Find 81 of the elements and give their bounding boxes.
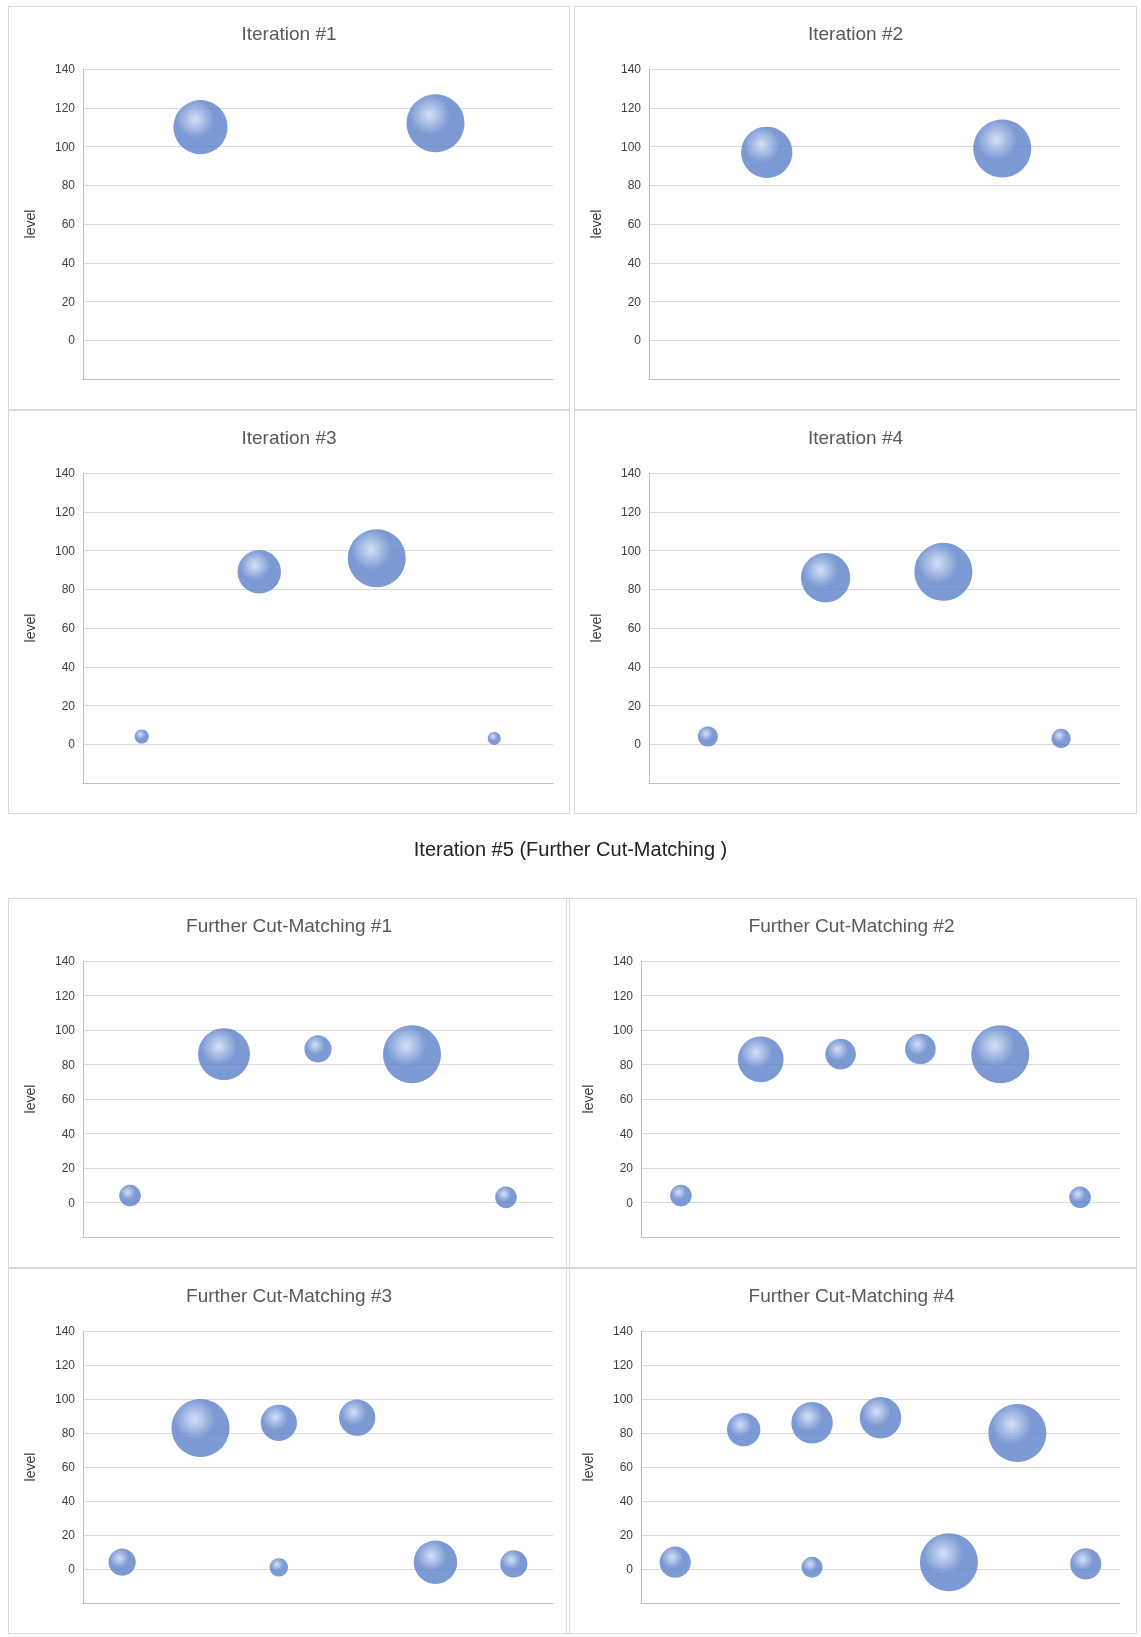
- y-tick-label: 140: [612, 1324, 634, 1338]
- y-tick-label: 140: [54, 466, 76, 480]
- y-tick-label: 140: [620, 62, 642, 76]
- y-tick-label: 20: [61, 1528, 76, 1542]
- y-tick-label: 40: [619, 1126, 634, 1141]
- y-tick-label: 20: [61, 294, 76, 309]
- y-tick-label: 60: [627, 217, 642, 231]
- y-tick-label: 80: [61, 178, 76, 193]
- y-axis-title: level: [580, 1084, 596, 1114]
- y-tick-label: 40: [61, 1494, 76, 1508]
- y-tick-label: 80: [61, 1057, 76, 1072]
- y-tick-label: 60: [627, 621, 642, 635]
- y-tick-label: 80: [619, 1057, 634, 1072]
- y-tick-label: 60: [619, 1460, 634, 1474]
- y-tick-label: 140: [54, 62, 76, 76]
- chart-title: Iteration #2: [807, 23, 904, 44]
- y-tick-label: 100: [620, 139, 642, 154]
- y-tick-label: 20: [61, 698, 76, 713]
- y-axis-title: level: [22, 1452, 38, 1482]
- y-tick-label: 0: [68, 737, 76, 752]
- chart-title: Further Cut-Matching #2: [748, 915, 955, 936]
- y-tick-label: 60: [61, 1460, 76, 1474]
- y-tick-label: 0: [68, 333, 76, 348]
- y-tick-label: 40: [61, 659, 76, 674]
- y-tick-label: 0: [68, 1562, 76, 1576]
- y-tick-label: 20: [619, 1528, 634, 1542]
- y-tick-label: 100: [612, 1023, 634, 1037]
- y-tick-label: 100: [612, 1392, 634, 1406]
- y-tick-label: 80: [627, 178, 642, 193]
- y-tick-label: 0: [634, 737, 642, 752]
- y-tick-label: 0: [634, 333, 642, 348]
- y-tick-label: 80: [627, 582, 642, 597]
- y-tick-label: 0: [68, 1195, 76, 1210]
- y-tick-label: 20: [627, 698, 642, 713]
- y-tick-label: 120: [54, 100, 76, 115]
- y-tick-label: 140: [54, 1324, 76, 1338]
- y-tick-label: 40: [627, 255, 642, 270]
- y-tick-label: 80: [61, 1426, 76, 1440]
- y-tick-label: 80: [619, 1426, 634, 1440]
- y-tick-label: 20: [627, 294, 642, 309]
- y-tick-label: 140: [54, 954, 76, 968]
- y-tick-label: 100: [54, 139, 76, 154]
- y-tick-label: 140: [612, 954, 634, 968]
- y-tick-label: 60: [61, 1092, 76, 1106]
- chart-title: Further Cut-Matching #4: [748, 1285, 955, 1306]
- y-tick-label: 0: [626, 1562, 634, 1576]
- y-tick-label: 120: [620, 504, 642, 519]
- y-axis-title: level: [588, 613, 604, 643]
- y-axis-title: level: [22, 209, 38, 239]
- chart-title: Iteration #4: [807, 427, 904, 448]
- y-tick-label: 120: [612, 988, 634, 1003]
- y-tick-label: 40: [61, 1126, 76, 1141]
- y-tick-label: 100: [620, 543, 642, 558]
- y-tick-label: 100: [54, 1023, 76, 1037]
- y-tick-label: 120: [620, 100, 642, 115]
- y-tick-label: 60: [61, 621, 76, 635]
- y-tick-label: 120: [54, 988, 76, 1003]
- y-tick-label: 20: [61, 1161, 76, 1175]
- y-axis-title: level: [22, 613, 38, 643]
- y-tick-label: 140: [620, 466, 642, 480]
- y-tick-label: 20: [619, 1161, 634, 1175]
- chart-title: Further Cut-Matching #1: [186, 915, 392, 936]
- y-tick-label: 120: [54, 1358, 76, 1372]
- y-tick-label: 40: [61, 255, 76, 270]
- y-tick-label: 100: [54, 1392, 76, 1406]
- y-tick-label: 60: [619, 1092, 634, 1106]
- chart-title: Iteration #1: [241, 23, 337, 44]
- y-tick-label: 120: [612, 1358, 634, 1372]
- y-tick-label: 100: [54, 543, 76, 558]
- y-tick-label: 120: [54, 504, 76, 519]
- y-tick-label: 60: [61, 217, 76, 231]
- y-tick-label: 40: [627, 659, 642, 674]
- y-tick-label: 80: [61, 582, 76, 597]
- y-tick-label: 40: [619, 1494, 634, 1508]
- chart-title: Iteration #3: [241, 427, 337, 448]
- y-axis-title: level: [588, 209, 604, 239]
- text: Iteration #5 (Further Cut-Matching ): [412, 838, 729, 861]
- y-axis-title: level: [22, 1084, 38, 1114]
- y-axis-title: level: [580, 1452, 596, 1482]
- y-tick-label: 0: [626, 1195, 634, 1210]
- chart-title: Further Cut-Matching #3: [186, 1285, 392, 1306]
